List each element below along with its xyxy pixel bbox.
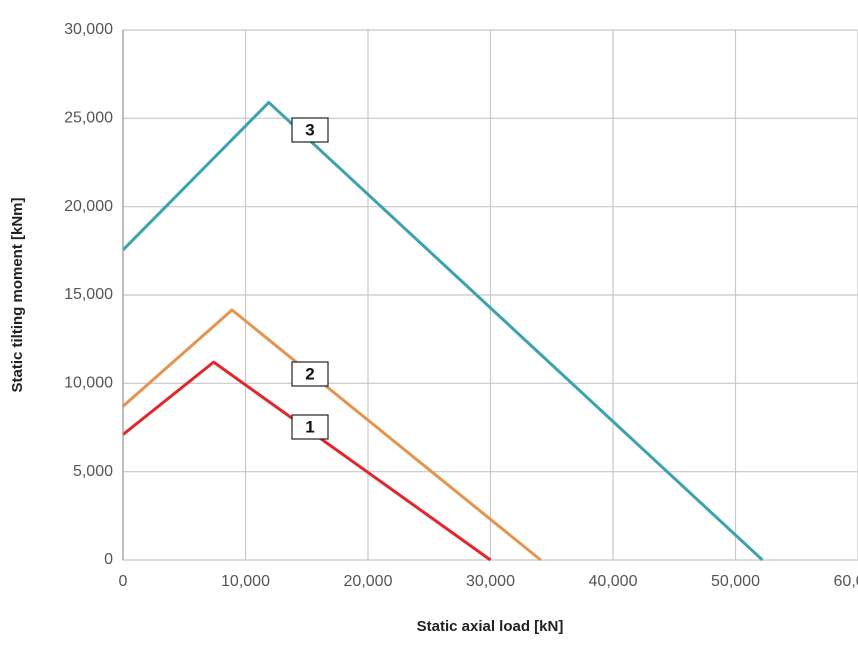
series-label: 1: [305, 417, 314, 436]
y-tick-label: 30,000: [64, 21, 113, 38]
x-tick-label: 40,000: [589, 573, 638, 590]
x-axis-title: Static axial load [kN]: [417, 618, 564, 635]
y-tick-label: 20,000: [64, 198, 113, 215]
series-label-box: [291, 414, 329, 440]
x-tick-label: 60,000: [834, 573, 858, 590]
x-tick-label: 50,000: [711, 573, 760, 590]
y-tick-label: 25,000: [64, 110, 113, 127]
y-axis-title: Static tilting moment [kNm]: [9, 197, 26, 392]
series-label-box: [291, 117, 329, 143]
y-tick-label: 0: [104, 551, 113, 568]
series-line: [122, 360, 492, 562]
x-tick-label: 20,000: [344, 573, 393, 590]
y-tick-label: 15,000: [64, 286, 113, 303]
x-tick-label: 30,000: [466, 573, 515, 590]
x-tick-label: 0: [119, 573, 128, 590]
series-label: 3: [305, 120, 314, 139]
y-tick-label: 5,000: [73, 463, 113, 480]
series-line: [121, 100, 764, 562]
series-label-box: [291, 361, 329, 387]
series-line: [122, 308, 542, 562]
y-tick-label: 10,000: [64, 375, 113, 392]
series-label: 2: [305, 364, 314, 383]
x-tick-label: 10,000: [221, 573, 270, 590]
